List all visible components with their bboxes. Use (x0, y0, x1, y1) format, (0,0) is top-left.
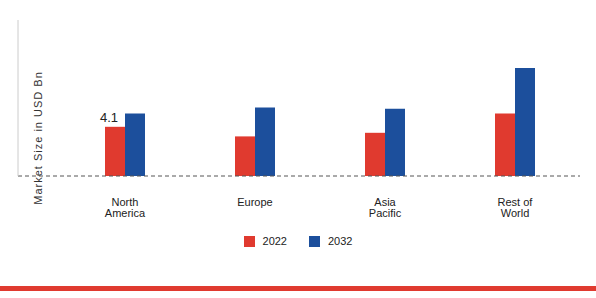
svg-text:AsiaPacific: AsiaPacific (369, 196, 402, 219)
svg-text:NorthAmerica: NorthAmerica (105, 196, 146, 219)
svg-text:Europe: Europe (237, 196, 272, 208)
html-text:2022: 2022 (262, 235, 287, 247)
svg-text:Rest ofWorld: Rest ofWorld (498, 196, 534, 219)
svg-text:Market Size in USD Bn: Market Size in USD Bn (32, 71, 44, 204)
svg-text:4.1: 4.1 (100, 110, 118, 125)
html-text:2032: 2032 (328, 235, 353, 247)
